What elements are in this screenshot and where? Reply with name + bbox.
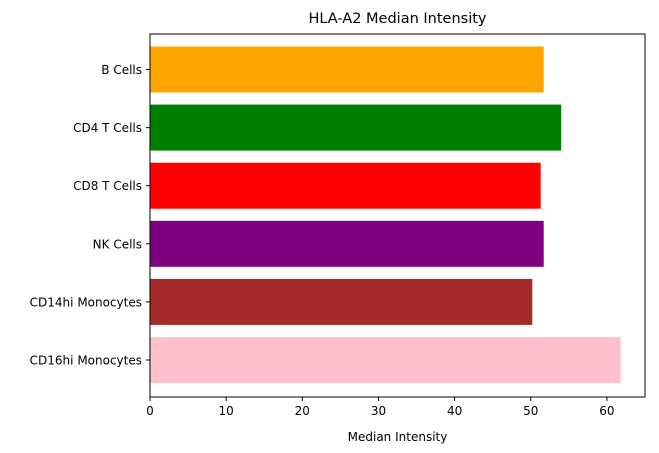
y-tick-label: NK Cells — [93, 237, 142, 251]
y-tick-label: CD4 T Cells — [73, 121, 142, 135]
plot-frame — [149, 33, 646, 398]
x-tick-label: 30 — [371, 404, 386, 418]
x-tick-label: 60 — [599, 404, 614, 418]
x-axis-label: Median Intensity — [348, 430, 448, 444]
bar-cd8-t-cells — [150, 162, 541, 209]
bar-cd14hi-monocytes — [150, 278, 533, 325]
x-axis-ticks: 0 10 20 30 40 50 60 — [146, 397, 615, 418]
y-tick-label: B Cells — [101, 63, 142, 77]
bar-nk-cells — [150, 220, 544, 267]
y-tick-label: CD14hi Monocytes — [30, 295, 142, 309]
x-tick-label: 0 — [146, 404, 154, 418]
y-axis-ticks: B Cells CD4 T Cells CD8 T Cells NK Cells CD1… — [30, 63, 150, 368]
bars-group — [150, 46, 621, 383]
x-tick-label: 50 — [523, 404, 538, 418]
x-tick-label: 10 — [219, 404, 234, 418]
bar-cd4-t-cells — [150, 104, 562, 151]
y-tick-label: CD16hi Monocytes — [30, 354, 142, 368]
chart-title: HLA-A2 Median Intensity — [308, 11, 486, 27]
bar-cd16hi-monocytes — [150, 337, 621, 383]
y-tick-label: CD8 T Cells — [73, 179, 142, 193]
bar-b-cells — [150, 46, 544, 93]
x-tick-label: 20 — [295, 404, 310, 418]
x-tick-label: 40 — [447, 404, 462, 418]
